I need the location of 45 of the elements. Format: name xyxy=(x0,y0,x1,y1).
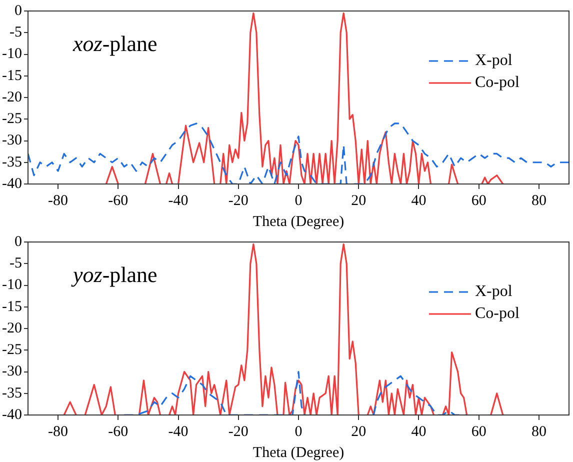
y-tick-label: -20 xyxy=(2,320,22,336)
annotation: xoz-plane xyxy=(72,31,158,56)
x-tick-label: 0 xyxy=(294,192,302,209)
y-tick-label: -20 xyxy=(2,89,22,106)
x-tick-label: -40 xyxy=(168,192,188,209)
y-tick-label: 0 xyxy=(14,234,22,250)
x-tick-label: 40 xyxy=(411,424,426,440)
y-tick-label: -10 xyxy=(2,46,22,62)
legend-label: X-pol xyxy=(475,283,513,300)
x-tick-label: -20 xyxy=(228,192,248,209)
x-axis-title: Theta (Degree) xyxy=(252,214,344,230)
y-tick-label: -25 xyxy=(2,111,22,128)
x-tick-label: -60 xyxy=(108,192,128,209)
y-tick-label: -5 xyxy=(9,256,22,272)
x-tick-label: 40 xyxy=(411,192,426,209)
y-tick-label: -15 xyxy=(2,298,22,315)
legend-label: Co-pol xyxy=(475,305,520,322)
x-tick-label: -20 xyxy=(228,424,248,440)
y-tick-label: -40 xyxy=(2,406,22,423)
x-tick-label: 60 xyxy=(471,192,486,209)
x-tick-label: -80 xyxy=(48,424,68,440)
y-tick-label: -15 xyxy=(2,68,22,84)
x-tick-label: 0 xyxy=(294,424,302,440)
legend-label: X-pol xyxy=(475,52,513,70)
x-tick-label: -80 xyxy=(48,192,68,209)
x-tick-label: -60 xyxy=(108,424,128,440)
x-tick-label: 80 xyxy=(531,424,546,440)
x-tick-label: 20 xyxy=(351,424,366,440)
line-series xyxy=(28,122,569,184)
y-tick-label: -40 xyxy=(2,176,22,192)
x-axis-title: Theta (Degree) xyxy=(252,444,344,461)
y-tick-label: -30 xyxy=(2,364,22,380)
x-tick-label: -40 xyxy=(168,424,188,440)
y-tick-label: -10 xyxy=(2,277,22,294)
y-tick-label: -35 xyxy=(2,385,22,402)
x-tick-label: 80 xyxy=(531,192,546,209)
x-tick-label: 20 xyxy=(351,192,366,209)
y-tick-label: -25 xyxy=(2,342,22,358)
annotation: yoz-plane xyxy=(70,262,158,287)
y-tick-label: -30 xyxy=(2,132,22,149)
legend-label: Co-pol xyxy=(475,74,520,92)
y-tick-label: -35 xyxy=(2,154,22,170)
y-tick-label: -5 xyxy=(9,24,22,41)
y-tick-label: 0 xyxy=(14,2,22,19)
x-tick-label: 60 xyxy=(471,424,486,440)
